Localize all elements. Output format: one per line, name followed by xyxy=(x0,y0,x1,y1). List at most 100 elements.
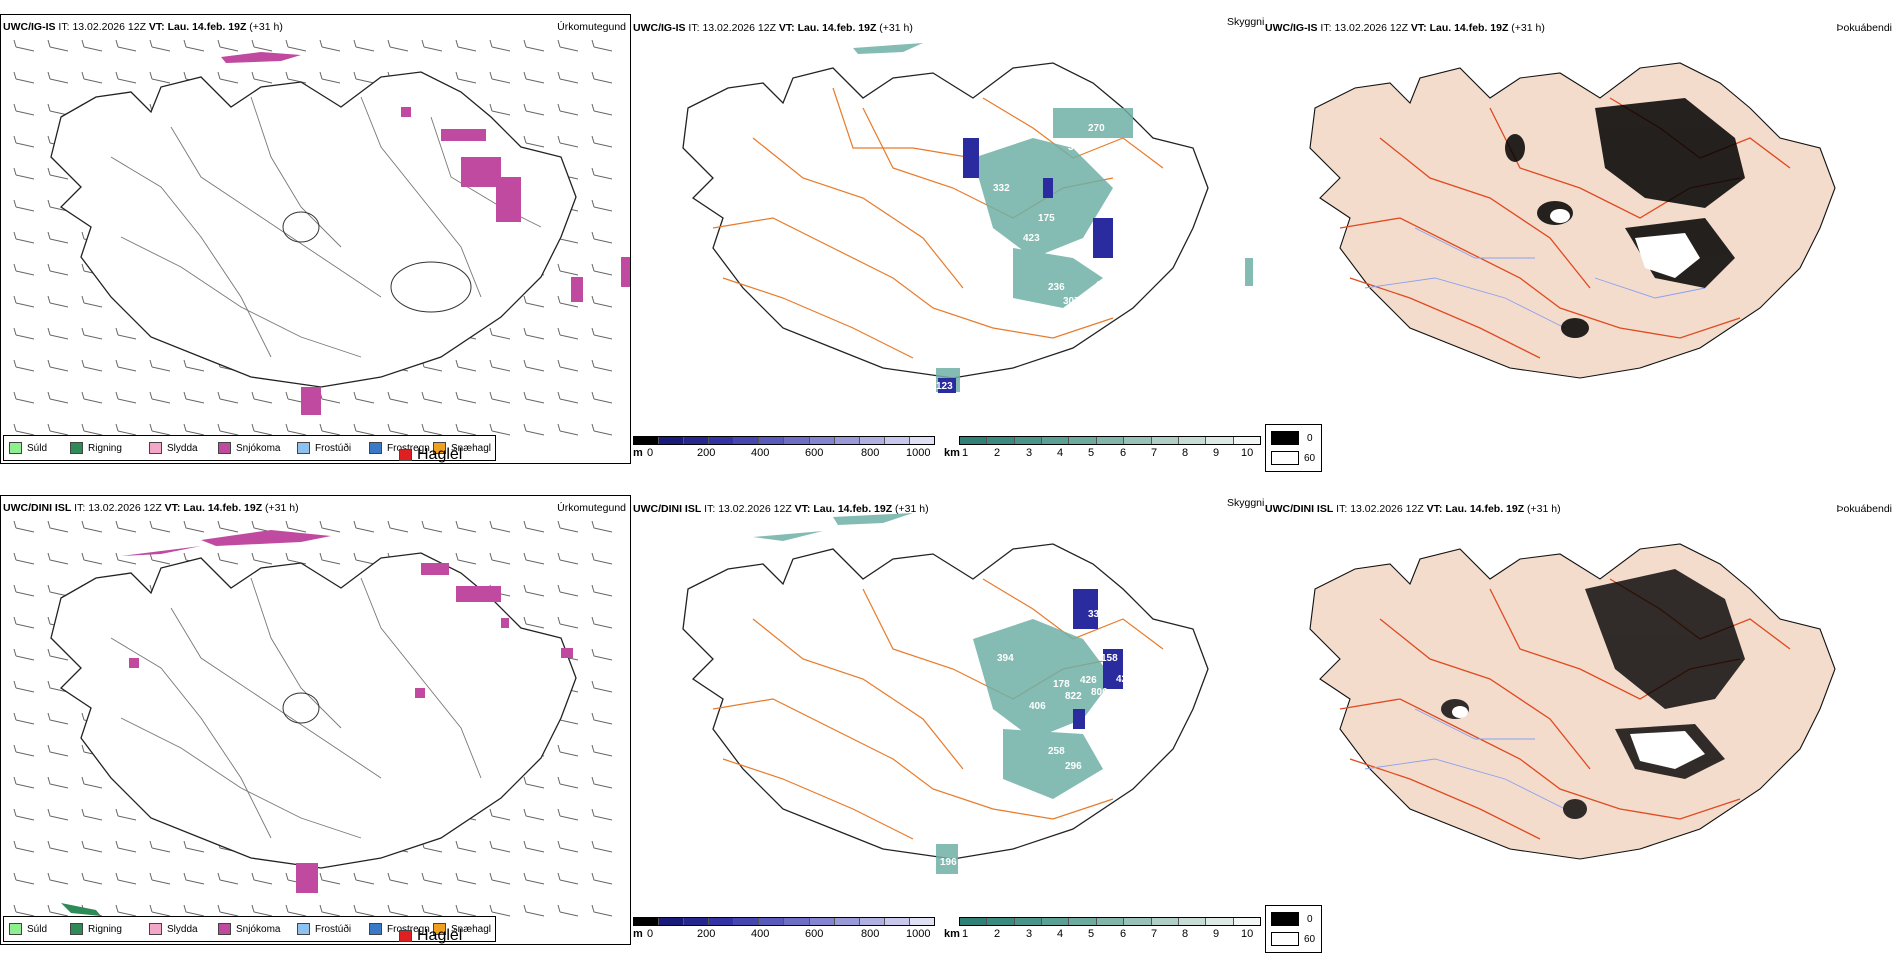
wind-barb-feather xyxy=(455,552,459,561)
visibility-tick: 5 xyxy=(1088,928,1095,940)
cloud-value: 178 xyxy=(1053,679,1070,690)
wind-barb xyxy=(117,527,137,533)
legend-item: Frostregn xyxy=(369,923,430,935)
colorbar-cell xyxy=(884,437,910,444)
wind-barb-feather xyxy=(47,359,51,368)
wind-barb xyxy=(151,366,171,372)
panel-title: UWC/IG-IS IT: 13.02.2026 12Z VT: Lau. 14… xyxy=(3,21,283,33)
cloud-panel-row2: UWC/DINI ISL IT: 13.02.2026 12Z VT: Lau.… xyxy=(633,495,1264,945)
wind-barb xyxy=(525,879,545,885)
cloud-panel-row1: UWC/IG-IS IT: 13.02.2026 12Z VT: Lau. 14… xyxy=(633,14,1264,464)
wind-barb-feather xyxy=(591,295,595,304)
wind-barb xyxy=(525,78,545,84)
cloud-value: 175 xyxy=(1038,213,1055,224)
wind-barb xyxy=(423,879,443,885)
wind-barb-feather xyxy=(489,391,493,400)
wind-barb xyxy=(593,751,613,757)
wind-barb-feather xyxy=(47,295,51,304)
wind-barb-feather xyxy=(47,680,51,689)
wind-barb-feather xyxy=(13,744,17,753)
wind-barb xyxy=(185,46,205,52)
wind-barb xyxy=(219,398,239,404)
wind-barb xyxy=(593,334,613,340)
wind-barb-feather xyxy=(81,391,85,400)
wind-barb-feather xyxy=(319,71,323,80)
wind-barb-feather xyxy=(251,520,255,529)
fog-key-high: 60 xyxy=(1304,453,1316,464)
wind-barb xyxy=(559,783,579,789)
wind-barb-feather xyxy=(217,423,221,432)
wind-barb-feather xyxy=(557,872,561,881)
wind-barb-feather xyxy=(13,391,17,400)
wind-barb-feather xyxy=(81,39,85,48)
wind-barb-feather xyxy=(47,648,51,657)
wind-barb xyxy=(457,78,477,84)
wind-barb xyxy=(15,270,35,276)
wind-barb-feather xyxy=(557,295,561,304)
wind-barb xyxy=(491,366,511,372)
wind-barb-feather xyxy=(47,423,51,432)
wind-barb xyxy=(185,430,205,436)
wind-barb-feather xyxy=(557,135,561,144)
wind-barb xyxy=(525,366,545,372)
visibility-tick: 7 xyxy=(1151,928,1158,940)
cloud-value: 296 xyxy=(1065,761,1082,772)
wind-barb xyxy=(49,783,69,789)
legend-swatch xyxy=(399,449,412,461)
wind-barb-feather xyxy=(81,327,85,336)
fog-panel-row1: UWC/IG-IS IT: 13.02.2026 12Z VT: Lau. 14… xyxy=(1265,14,1900,472)
colorbar-cell xyxy=(1124,437,1152,444)
cloud-value: 432 xyxy=(1148,175,1165,186)
legend-swatch xyxy=(399,930,412,942)
wind-barb xyxy=(355,430,375,436)
wind-barb xyxy=(559,430,579,436)
wind-barb-feather xyxy=(47,520,51,529)
wind-barb xyxy=(15,174,35,180)
wind-barb xyxy=(185,911,205,917)
colorbar-cell xyxy=(859,437,885,444)
cloud-value: 158 xyxy=(1101,653,1118,664)
wind-barb-feather xyxy=(13,359,17,368)
wind-barb-feather xyxy=(183,904,187,913)
visibility-tick: 10 xyxy=(1241,928,1254,940)
wind-barb xyxy=(83,302,103,308)
wind-barb-feather xyxy=(557,776,561,785)
wind-barb xyxy=(423,847,443,853)
colorbar-cell xyxy=(709,918,735,925)
wind-barb-feather xyxy=(251,71,255,80)
wind-barb xyxy=(83,366,103,372)
wind-barb xyxy=(491,430,511,436)
legend-swatch xyxy=(433,442,446,454)
panel-title: UWC/DINI ISL IT: 13.02.2026 12Z VT: Lau.… xyxy=(633,503,929,515)
cloud-value: 408 xyxy=(951,716,968,727)
wind-barb-feather xyxy=(47,103,51,112)
wind-barb xyxy=(49,430,69,436)
colorbar-cell xyxy=(1096,437,1125,444)
wind-barb xyxy=(355,78,375,84)
wind-barb xyxy=(15,527,35,533)
wind-barb xyxy=(219,78,239,84)
wind-barb-feather xyxy=(319,423,323,432)
legend-swatch xyxy=(70,442,83,454)
wind-barb xyxy=(151,879,171,885)
wind-barb xyxy=(525,847,545,853)
wind-barb-feather xyxy=(523,391,527,400)
wind-barb-feather xyxy=(149,872,153,881)
wind-barb xyxy=(219,911,239,917)
wind-barb-feather xyxy=(557,359,561,368)
wind-barb xyxy=(593,142,613,148)
legend-item: Haglél xyxy=(399,927,462,944)
legend-swatch xyxy=(70,923,83,935)
wind-barb xyxy=(83,527,103,533)
wind-barb-feather xyxy=(149,391,153,400)
wind-barb xyxy=(49,527,69,533)
wind-barb xyxy=(457,430,477,436)
wind-barb xyxy=(423,366,443,372)
wind-barb-feather xyxy=(251,552,255,561)
wind-barb xyxy=(457,911,477,917)
wind-barb-feather xyxy=(557,584,561,593)
cloudbase-tick: 600 xyxy=(805,447,824,459)
wind-barb xyxy=(457,366,477,372)
wind-barb-feather xyxy=(149,39,153,48)
wind-barb-feather xyxy=(591,103,595,112)
